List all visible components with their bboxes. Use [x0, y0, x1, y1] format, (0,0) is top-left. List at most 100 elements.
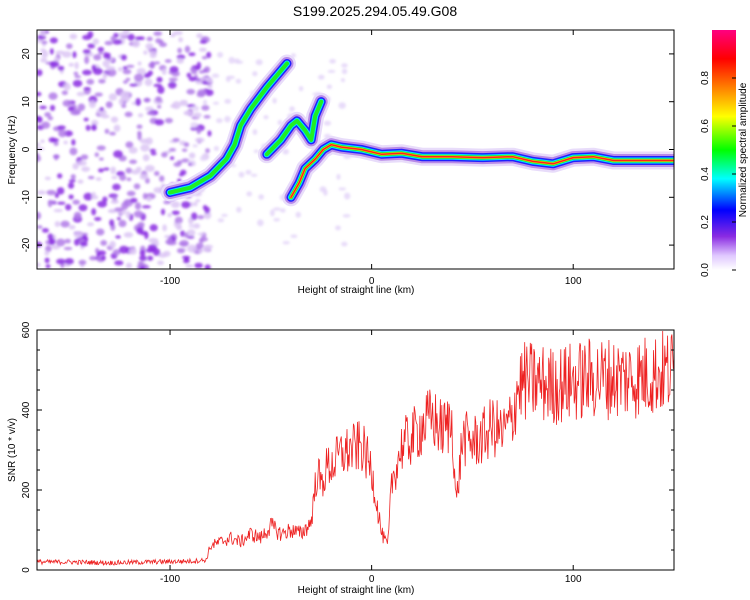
colorbar-tick-label: 0.2 — [700, 215, 711, 229]
noise-speckle — [255, 59, 263, 66]
noise-speckle — [197, 215, 205, 220]
noise-speckle — [98, 78, 106, 84]
noise-speckle — [207, 130, 212, 137]
noise-speckle — [91, 191, 96, 199]
noise-speckle — [67, 182, 75, 189]
noise-speckle — [56, 258, 66, 265]
noise-speckle — [144, 165, 155, 172]
noise-speckle — [73, 231, 83, 239]
noise-speckle — [82, 49, 91, 54]
noise-speckle — [342, 214, 351, 218]
noise-speckle — [160, 208, 166, 216]
noise-speckle — [128, 248, 137, 255]
noise-speckle — [162, 224, 167, 232]
noise-speckle — [68, 194, 74, 200]
noise-speckle — [126, 190, 136, 197]
colorbar-label: Normalized spectral amplitude — [738, 82, 749, 217]
noise-speckle — [142, 192, 148, 200]
noise-speckle — [201, 105, 210, 111]
noise-speckle — [97, 46, 105, 52]
noise-speckle — [77, 103, 86, 111]
noise-speckle — [168, 77, 178, 81]
x-tick-label: 0 — [369, 574, 375, 585]
noise-speckle — [192, 112, 202, 118]
noise-speckle — [171, 210, 180, 216]
noise-speckle — [257, 219, 264, 227]
noise-speckle — [170, 104, 178, 109]
noise-speckle — [72, 51, 77, 59]
noise-speckle — [123, 232, 134, 238]
noise-speckle — [197, 232, 205, 236]
noise-speckle — [40, 57, 48, 63]
noise-speckle — [62, 99, 72, 107]
noise-speckle — [49, 48, 54, 55]
noise-speckle — [121, 201, 129, 210]
noise-speckle — [273, 207, 281, 211]
noise-speckle — [126, 177, 132, 182]
noise-speckle — [341, 241, 348, 247]
noise-speckle — [123, 200, 130, 204]
noise-speckle — [118, 32, 129, 37]
noise-speckle — [100, 239, 108, 246]
noise-speckle — [109, 240, 116, 249]
noise-speckle — [295, 211, 302, 218]
noise-speckle — [96, 250, 107, 256]
noise-speckle — [114, 207, 124, 212]
noise-speckle — [146, 36, 153, 42]
noise-speckle — [153, 83, 163, 88]
noise-speckle — [211, 73, 220, 78]
noise-speckle — [72, 199, 80, 205]
noise-speckle — [169, 66, 179, 73]
noise-speckle — [157, 104, 162, 109]
noise-speckle — [202, 245, 211, 252]
noise-speckle — [245, 169, 252, 175]
noise-speckle — [49, 37, 58, 44]
noise-speckle — [179, 101, 189, 107]
noise-speckles — [37, 30, 352, 269]
noise-speckle — [341, 63, 348, 68]
y-tick-label: 200 — [21, 481, 32, 498]
noise-speckle — [177, 47, 182, 54]
noise-speckle — [88, 100, 97, 109]
noise-speckle — [145, 137, 153, 145]
noise-speckle — [202, 99, 208, 106]
noise-speckle — [146, 196, 152, 202]
noise-speckle — [137, 61, 142, 66]
noise-speckle — [122, 80, 128, 84]
noise-speckle — [176, 248, 185, 254]
noise-speckle — [44, 250, 50, 256]
noise-speckle — [143, 50, 148, 55]
noise-speckle — [112, 183, 121, 191]
noise-speckle — [102, 60, 110, 68]
noise-speckle — [145, 43, 154, 50]
noise-speckle — [96, 228, 105, 236]
noise-speckle — [54, 220, 61, 227]
noise-speckle — [80, 154, 89, 160]
noise-speckle — [125, 77, 131, 82]
noise-speckle — [183, 110, 193, 116]
noise-speckle — [228, 56, 235, 64]
noise-speckle — [157, 85, 165, 94]
noise-speckle — [40, 48, 46, 52]
noise-speckle — [134, 202, 142, 210]
noise-speckle — [212, 101, 220, 105]
noise-speckle — [101, 255, 106, 261]
noise-speckle — [74, 75, 81, 79]
noise-speckle — [153, 31, 163, 36]
noise-speckle — [80, 241, 88, 247]
noise-speckle — [63, 82, 71, 91]
noise-speckle — [44, 176, 51, 181]
ridge-stroke — [264, 99, 324, 157]
noise-speckle — [340, 78, 346, 83]
x-tick-label: -100 — [160, 276, 180, 287]
noise-speckle — [153, 187, 162, 194]
noise-speckle — [94, 152, 99, 158]
noise-speckle — [70, 174, 76, 180]
snr-series-line — [37, 330, 674, 566]
noise-speckle — [41, 40, 48, 45]
noise-speckle — [338, 187, 347, 191]
noise-speckle — [68, 62, 75, 67]
noise-speckle — [56, 238, 66, 247]
noise-speckle — [329, 59, 336, 64]
